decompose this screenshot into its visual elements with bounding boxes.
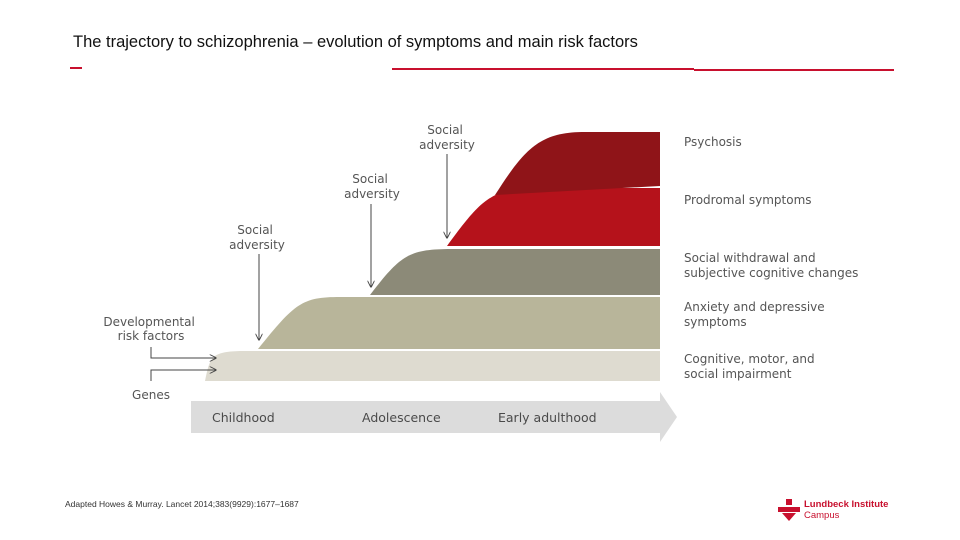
title-underline bbox=[70, 67, 82, 69]
annotation-line: adversity bbox=[229, 238, 285, 252]
annotation-line: adversity bbox=[344, 187, 400, 201]
annotation-line: adversity bbox=[419, 138, 475, 152]
genes-arrow bbox=[150, 370, 216, 381]
annotation-line: risk factors bbox=[118, 329, 185, 343]
layer-label-line: Cognitive, motor, and bbox=[684, 352, 815, 366]
layer-label-psychosis: Psychosis bbox=[684, 135, 742, 149]
timeline-arrow bbox=[191, 392, 677, 442]
annotation-line: Social bbox=[352, 172, 388, 186]
social-adversity-label-3: Social adversity bbox=[419, 123, 475, 152]
layer-label-line: Psychosis bbox=[684, 135, 742, 149]
social-adversity-label-1: Social adversity bbox=[229, 223, 285, 252]
lundbeck-logo-icon bbox=[778, 499, 800, 521]
developmental-risk-label: Developmental risk factors bbox=[103, 315, 198, 343]
layer-label-line: Social withdrawal and bbox=[684, 251, 816, 265]
annotation-line: Social bbox=[237, 223, 273, 237]
title-underline bbox=[694, 69, 894, 71]
timeline-label-early-adulthood: Early adulthood bbox=[498, 410, 597, 425]
title-underline bbox=[392, 68, 694, 70]
layer-label-line: symptoms bbox=[684, 315, 747, 329]
logo-name: Lundbeck Institute bbox=[804, 499, 889, 510]
layer-label-anxiety: Anxiety and depressive symptoms bbox=[684, 300, 828, 329]
layer-cognitive-impairment bbox=[205, 351, 660, 381]
layer-label-line: Anxiety and depressive bbox=[684, 300, 825, 314]
page-title: The trajectory to schizophrenia – evolut… bbox=[73, 33, 638, 51]
layer-label-line: Prodromal symptoms bbox=[684, 193, 812, 207]
layer-social-withdrawal bbox=[370, 249, 660, 295]
layer-label-social-withdrawal: Social withdrawal and subjective cogniti… bbox=[684, 251, 858, 280]
developmental-risk-arrow bbox=[150, 347, 216, 358]
lundbeck-logo: Lundbeck Institute Campus bbox=[778, 498, 908, 522]
layer-anxiety-depression bbox=[258, 297, 660, 349]
social-adversity-label-2: Social adversity bbox=[344, 172, 400, 201]
layer-label-cognitive: Cognitive, motor, and social impairment bbox=[684, 352, 818, 381]
layer-label-line: subjective cognitive changes bbox=[684, 266, 858, 280]
layer-label-line: social impairment bbox=[684, 367, 792, 381]
citation-footnote: Adapted Howes & Murray. Lancet 2014;383(… bbox=[65, 499, 299, 509]
logo-subtitle: Campus bbox=[804, 510, 840, 521]
timeline-label-adolescence: Adolescence bbox=[362, 410, 441, 425]
annotation-line: Social bbox=[427, 123, 463, 137]
timeline-label-childhood: Childhood bbox=[212, 410, 275, 425]
layer-psychosis bbox=[495, 132, 660, 195]
annotation-line: Developmental bbox=[103, 315, 194, 329]
genes-label: Genes bbox=[132, 388, 170, 402]
layer-prodromal bbox=[447, 188, 660, 246]
layer-label-prodromal: Prodromal symptoms bbox=[684, 193, 812, 207]
